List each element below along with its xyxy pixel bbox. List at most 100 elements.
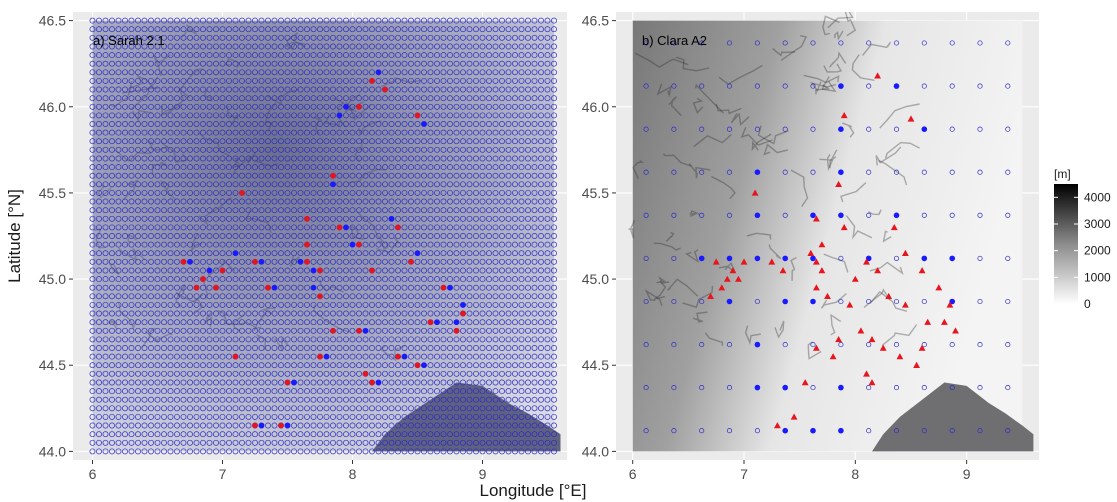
open-grid-circle <box>544 224 551 231</box>
open-grid-circle <box>369 301 375 308</box>
open-grid-circle <box>141 172 148 179</box>
open-grid-circle <box>356 69 362 76</box>
open-grid-circle <box>102 431 109 438</box>
open-grid-circle <box>271 52 278 59</box>
open-grid-circle <box>128 121 135 127</box>
open-grid-circle <box>512 69 518 76</box>
ridge-line <box>870 290 908 312</box>
blue-station-point <box>754 255 761 262</box>
open-grid-circle <box>505 422 512 429</box>
open-grid-circle <box>525 215 531 222</box>
open-grid-circle <box>167 121 174 127</box>
open-grid-circle <box>219 388 226 395</box>
open-grid-circle <box>447 26 453 33</box>
open-grid-circle <box>278 413 284 420</box>
open-grid-circle <box>473 146 479 153</box>
open-grid-circle <box>154 276 161 283</box>
open-grid-circle <box>401 77 408 84</box>
open-grid-circle <box>271 138 278 145</box>
open-grid-circle <box>284 233 291 239</box>
open-grid-circle <box>447 405 453 412</box>
open-grid-circle <box>245 396 252 403</box>
open-grid-circle <box>193 34 200 41</box>
open-grid-circle <box>427 207 434 214</box>
open-grid-circle <box>356 431 362 438</box>
open-grid-circle <box>310 233 317 239</box>
open-grid-circle <box>921 83 927 89</box>
open-grid-circle <box>336 431 343 438</box>
open-grid-circle <box>323 405 330 412</box>
open-grid-circle <box>154 189 161 196</box>
open-grid-circle <box>284 181 291 188</box>
open-grid-circle <box>317 103 323 110</box>
open-grid-circle <box>538 250 544 257</box>
open-grid-circle <box>310 146 317 153</box>
open-grid-circle <box>278 336 284 343</box>
open-grid-circle <box>96 241 102 248</box>
open-grid-circle <box>544 189 551 196</box>
open-grid-circle <box>102 379 109 386</box>
open-grid-circle <box>499 276 505 283</box>
open-grid-circle <box>401 172 408 179</box>
red-station-point <box>317 267 323 274</box>
open-grid-circle <box>96 284 102 291</box>
red-station-triangle <box>902 249 909 256</box>
open-grid-circle <box>336 233 343 239</box>
open-grid-circle <box>317 448 323 455</box>
open-grid-circle <box>531 95 538 102</box>
open-grid-circle <box>148 448 154 455</box>
open-grid-circle <box>544 60 551 67</box>
open-grid-circle <box>782 83 788 89</box>
open-grid-circle <box>115 52 122 59</box>
open-grid-circle <box>466 345 473 351</box>
open-grid-circle <box>297 379 304 386</box>
open-grid-circle <box>518 431 525 438</box>
open-grid-circle <box>414 422 421 429</box>
open-grid-circle <box>356 86 362 93</box>
open-grid-circle <box>310 34 317 41</box>
open-grid-circle <box>206 388 213 395</box>
open-grid-circle <box>271 241 278 248</box>
open-grid-circle <box>187 215 193 222</box>
open-grid-circle <box>486 164 492 171</box>
open-grid-circle <box>382 69 388 76</box>
open-grid-circle <box>278 69 284 76</box>
open-grid-circle <box>375 52 382 59</box>
open-grid-circle <box>460 52 466 59</box>
open-grid-circle <box>499 172 505 179</box>
open-grid-circle <box>232 327 239 334</box>
red-station-triangle <box>818 267 826 274</box>
open-grid-circle <box>102 241 109 248</box>
open-grid-circle <box>141 336 148 343</box>
open-grid-circle <box>388 448 395 455</box>
open-grid-circle <box>434 293 440 300</box>
open-grid-circle <box>531 319 538 326</box>
open-grid-circle <box>369 388 375 395</box>
open-grid-circle <box>102 327 109 334</box>
open-grid-circle <box>265 146 271 153</box>
ridge-line <box>245 209 272 234</box>
open-grid-circle <box>226 396 232 403</box>
open-grid-circle <box>421 370 427 377</box>
open-grid-circle <box>154 60 161 67</box>
open-grid-circle <box>161 181 167 188</box>
open-grid-circle <box>810 83 816 89</box>
open-grid-circle <box>304 121 310 127</box>
open-grid-circle <box>414 121 421 127</box>
open-grid-circle <box>154 284 161 291</box>
open-grid-circle <box>375 155 382 162</box>
open-grid-circle <box>369 284 375 291</box>
open-grid-circle <box>518 258 525 265</box>
open-grid-circle <box>538 258 544 265</box>
open-grid-circle <box>343 172 349 179</box>
open-grid-circle <box>135 276 141 283</box>
open-grid-circle <box>284 17 291 24</box>
open-grid-circle <box>109 293 115 300</box>
open-grid-circle <box>161 405 167 412</box>
open-grid-circle <box>349 26 356 33</box>
open-grid-circle <box>89 319 96 326</box>
open-grid-circle <box>291 129 297 136</box>
open-grid-circle <box>193 250 200 257</box>
open-grid-circle <box>499 95 505 102</box>
open-grid-circle <box>434 379 440 386</box>
